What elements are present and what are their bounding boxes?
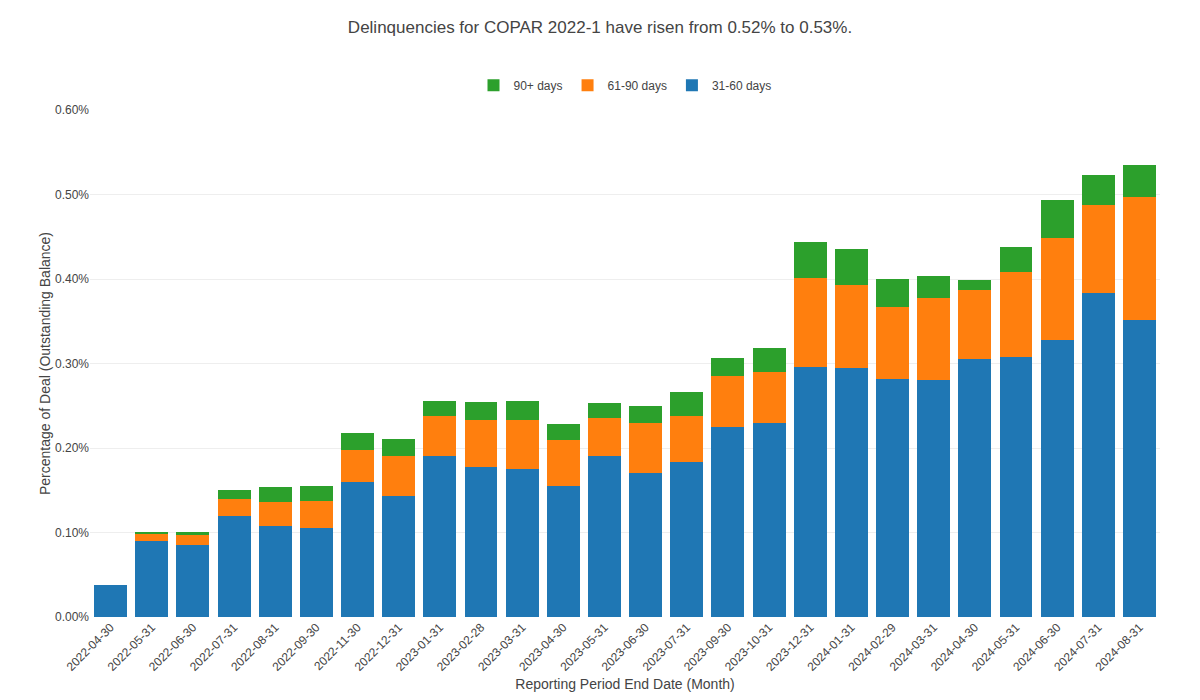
svg-text:2022-04-30: 2022-04-30 (64, 620, 118, 674)
svg-text:2023-12-31: 2023-12-31 (763, 620, 817, 674)
svg-text:2022-09-30: 2022-09-30 (269, 620, 323, 674)
svg-text:Delinquencies for COPAR 2022-1: Delinquencies for COPAR 2022-1 have rise… (348, 18, 852, 37)
svg-text:0.10%: 0.10% (55, 526, 89, 540)
svg-text:0.20%: 0.20% (55, 441, 89, 455)
svg-text:0.40%: 0.40% (55, 272, 89, 286)
svg-text:61-90 days: 61-90 days (608, 79, 667, 93)
svg-text:2023-05-31: 2023-05-31 (557, 620, 611, 674)
svg-text:2023-09-30: 2023-09-30 (681, 620, 735, 674)
svg-text:2024-02-29: 2024-02-29 (846, 620, 900, 674)
svg-text:2024-04-30: 2024-04-30 (928, 620, 982, 674)
svg-text:2022-12-31: 2022-12-31 (352, 620, 406, 674)
svg-text:2023-10-31: 2023-10-31 (722, 620, 776, 674)
svg-text:2024-05-31: 2024-05-31 (969, 620, 1023, 674)
svg-text:2023-07-31: 2023-07-31 (640, 620, 694, 674)
svg-text:2024-03-31: 2024-03-31 (887, 620, 941, 674)
svg-text:2023-02-28: 2023-02-28 (434, 620, 488, 674)
svg-text:2023-01-31: 2023-01-31 (393, 620, 447, 674)
svg-text:2022-11-30: 2022-11-30 (311, 620, 364, 673)
svg-text:90+ days: 90+ days (514, 79, 563, 93)
svg-text:31-60 days: 31-60 days (712, 79, 771, 93)
svg-text:2022-08-31: 2022-08-31 (228, 620, 282, 674)
svg-text:2024-06-30: 2024-06-30 (1010, 620, 1064, 674)
svg-text:2023-06-30: 2023-06-30 (599, 620, 653, 674)
svg-text:0.50%: 0.50% (55, 188, 89, 202)
svg-text:2022-07-31: 2022-07-31 (187, 620, 241, 674)
svg-text:2024-08-31: 2024-08-31 (1092, 620, 1146, 674)
svg-text:2023-03-31: 2023-03-31 (475, 620, 529, 674)
svg-text:Percentage of Deal (Outstandin: Percentage of Deal (Outstanding Balance) (37, 232, 53, 495)
svg-text:0.00%: 0.00% (55, 610, 89, 624)
svg-text:2022-06-30: 2022-06-30 (146, 620, 200, 674)
svg-text:Reporting Period End Date (Mon: Reporting Period End Date (Month) (515, 676, 734, 692)
svg-text:2024-01-31: 2024-01-31 (804, 620, 858, 674)
svg-text:0.60%: 0.60% (55, 103, 89, 117)
svg-text:2023-04-30: 2023-04-30 (516, 620, 570, 674)
svg-text:0.30%: 0.30% (55, 357, 89, 371)
svg-text:2022-05-31: 2022-05-31 (105, 620, 159, 674)
svg-text:2024-07-31: 2024-07-31 (1051, 620, 1105, 674)
